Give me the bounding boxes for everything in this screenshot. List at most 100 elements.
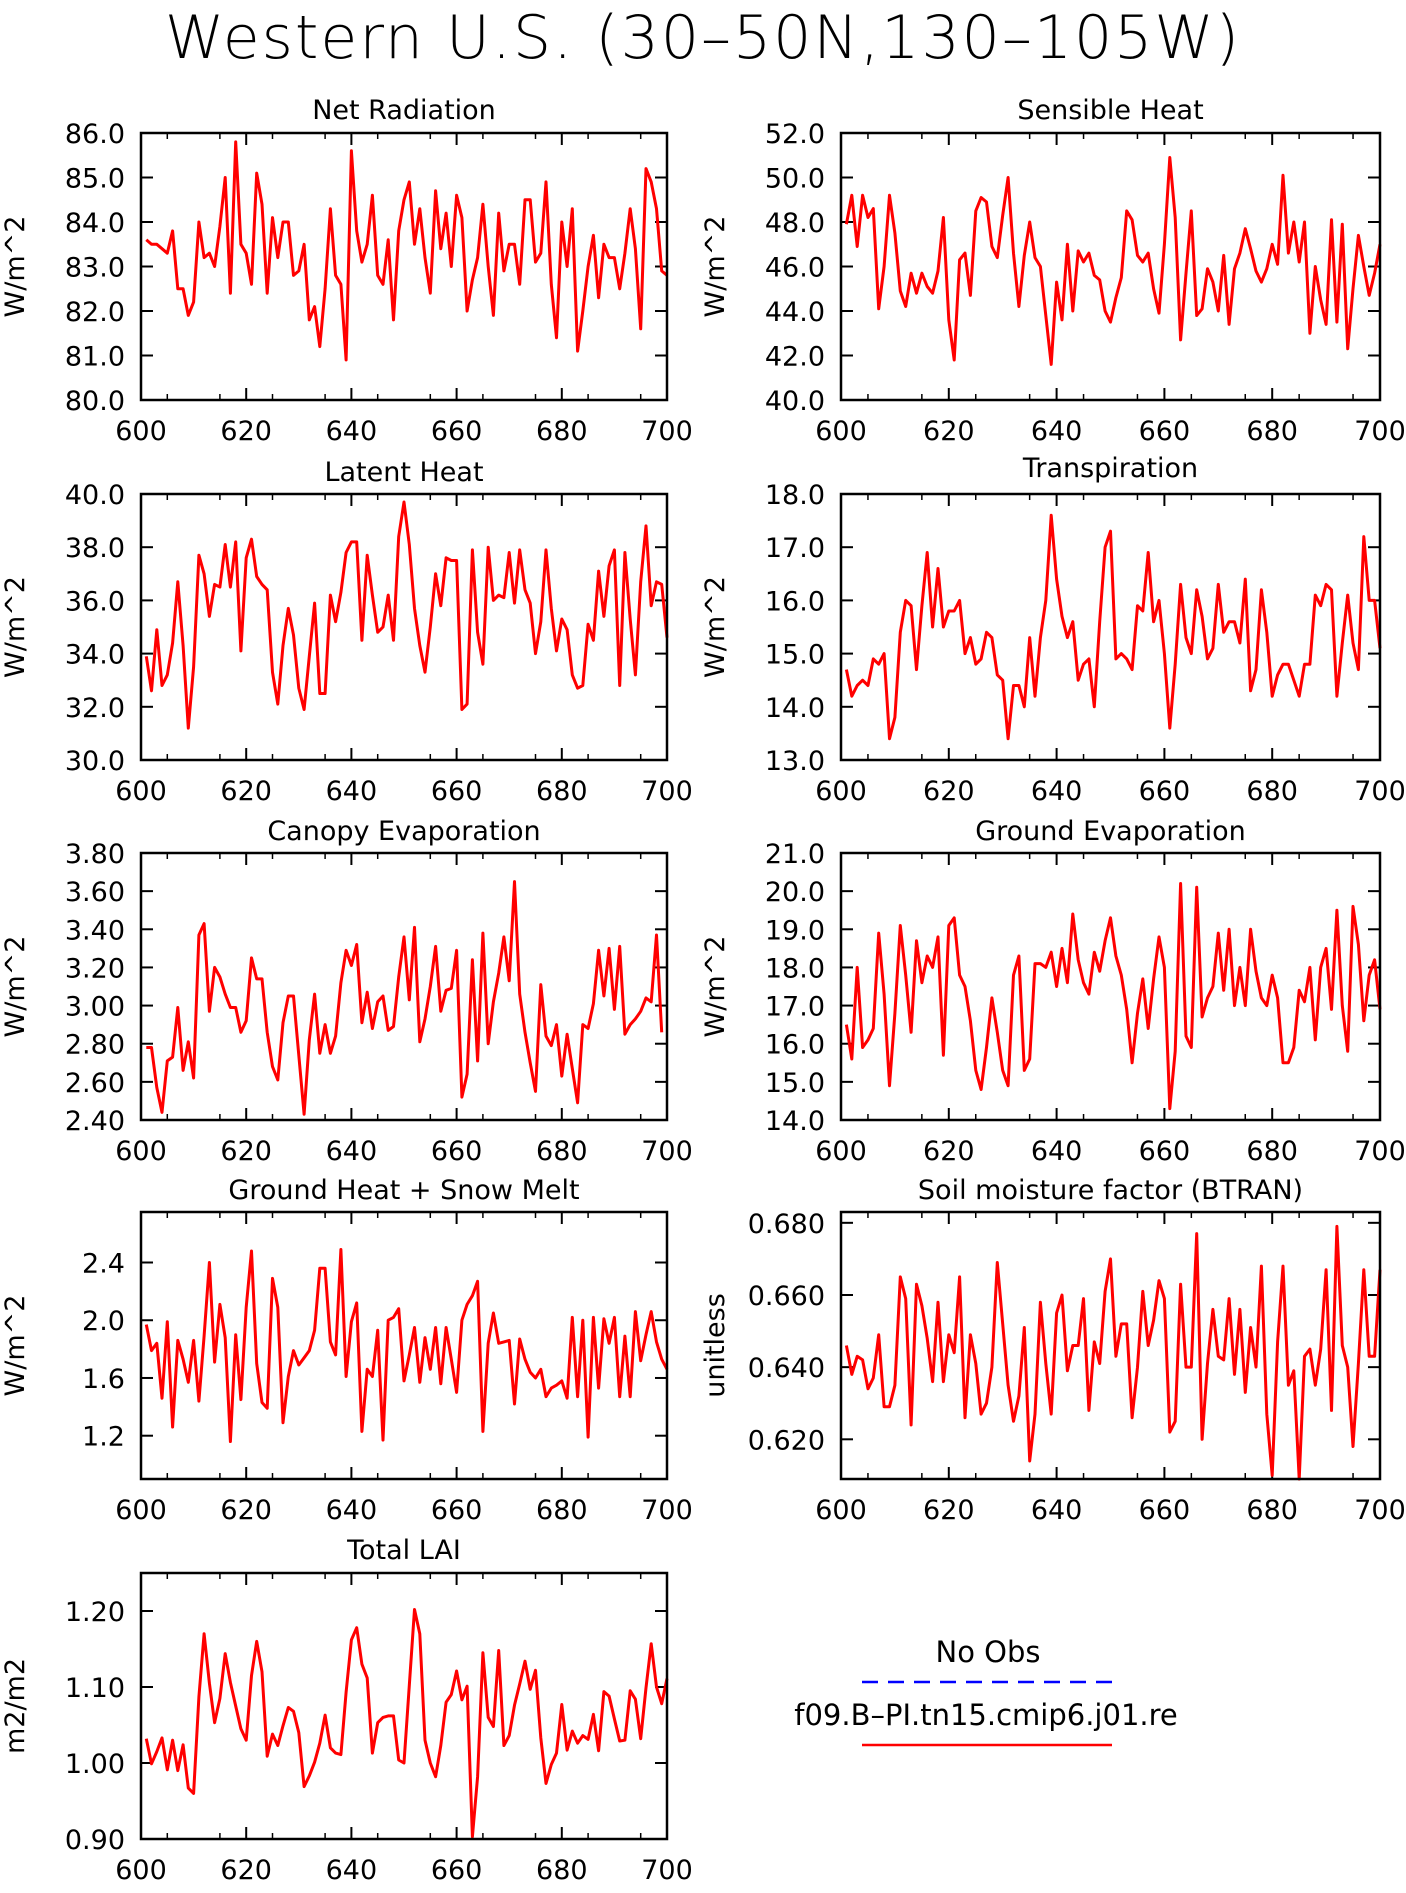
- x-tick-label: 640: [326, 1855, 378, 1886]
- x-tick-label: 620: [923, 776, 975, 807]
- y-axis-label: W/m^2: [700, 216, 731, 318]
- x-tick-label: 600: [115, 1495, 167, 1526]
- y-axis-label: W/m^2: [0, 576, 31, 678]
- x-tick-label: 680: [1246, 1136, 1298, 1167]
- x-tick-label: 620: [220, 1855, 272, 1886]
- x-tick-label: 600: [815, 1136, 867, 1167]
- chart-title: Latent Heat: [324, 457, 483, 488]
- y-tick-label: 15.0: [765, 1068, 825, 1099]
- chart-ground-heat-snow-melt: Ground Heat + Snow Melt W/m^2 600 620 640 660…: [0, 1175, 693, 1526]
- y-tick-label: 20.0: [765, 877, 825, 908]
- x-tick-label: 700: [1354, 416, 1406, 447]
- x-tick-label: 600: [815, 1495, 867, 1526]
- plot-frame: [839, 851, 1382, 1122]
- chart-soil-moisture-factor-btran: Soil moisture factor (BTRAN) unitless 600 6…: [700, 1175, 1406, 1526]
- y-tick-label: 1.20: [65, 1597, 125, 1628]
- y-tick-label: 44.0: [765, 297, 825, 328]
- y-tick-label: 85.0: [65, 164, 125, 195]
- y-tick-label: 18.0: [765, 953, 825, 984]
- chart-title: Ground Evaporation: [975, 816, 1246, 847]
- x-tick-label: 620: [220, 416, 272, 447]
- y-tick-label: 3.20: [65, 953, 125, 984]
- x-tick-label: 620: [220, 1495, 272, 1526]
- chart-title: Sensible Heat: [1017, 95, 1203, 126]
- chart-title: Total LAI: [346, 1535, 461, 1566]
- y-tick-label: 0.620: [748, 1425, 825, 1456]
- x-tick-label: 640: [326, 1136, 378, 1167]
- legend-model-label: f09.B–PI.tn15.cmip6.j01.re: [794, 1698, 1178, 1732]
- y-tick-label: 21.0: [765, 839, 825, 870]
- y-tick-label: 0.660: [748, 1281, 825, 1312]
- chart-net-radiation: Net Radiation W/m^2 600 620 640 660 680 700 80.0…: [0, 95, 693, 447]
- y-tick-label: 50.0: [765, 164, 825, 195]
- y-tick-label: 81.0: [65, 342, 125, 373]
- y-tick-label: 84.0: [65, 208, 125, 239]
- y-tick-label: 1.2: [82, 1422, 125, 1453]
- chart-title: Ground Heat + Snow Melt: [228, 1175, 579, 1206]
- y-tick-label: 46.0: [765, 253, 825, 284]
- y-tick-label: 82.0: [65, 297, 125, 328]
- x-tick-label: 680: [536, 776, 588, 807]
- x-tick-label: 680: [1246, 776, 1298, 807]
- x-tick-label: 600: [815, 416, 867, 447]
- y-tick-label: 40.0: [65, 480, 125, 511]
- x-tick-label: 660: [1139, 1136, 1191, 1167]
- x-tick-label: 700: [641, 776, 693, 807]
- x-tick-label: 620: [923, 416, 975, 447]
- page-title: Western U.S. (30–50N,130–105W): [164, 3, 1242, 73]
- y-tick-label: 34.0: [65, 640, 125, 671]
- legend-obs-label: No Obs: [936, 1635, 1041, 1669]
- chart-panels: Net Radiation W/m^2 600 620 640 660 680 700 80.0…: [0, 95, 1406, 1886]
- legend: No Obs f09.B–PI.tn15.cmip6.j01.re: [794, 1635, 1178, 1747]
- x-tick-label: 660: [431, 416, 483, 447]
- y-tick-label: 17.0: [765, 992, 825, 1023]
- y-tick-label: 1.6: [82, 1364, 125, 1395]
- y-tick-label: 42.0: [765, 342, 825, 373]
- y-tick-label: 17.0: [765, 533, 825, 564]
- y-tick-label: 3.80: [65, 839, 125, 870]
- y-tick-label: 83.0: [65, 253, 125, 284]
- plot-frame: [139, 1571, 669, 1841]
- x-tick-label: 680: [1246, 416, 1298, 447]
- plot-frame: [139, 131, 669, 402]
- y-tick-label: 16.0: [765, 1030, 825, 1061]
- series-line: [844, 156, 1382, 366]
- y-tick-label: 38.0: [65, 533, 125, 564]
- x-tick-label: 680: [536, 1855, 588, 1886]
- y-tick-label: 48.0: [765, 208, 825, 239]
- y-tick-label: 2.80: [65, 1030, 125, 1061]
- x-tick-label: 640: [326, 416, 378, 447]
- y-tick-label: 18.0: [765, 480, 825, 511]
- y-tick-label: 52.0: [765, 119, 825, 150]
- plot-frame: [839, 131, 1382, 402]
- series-line: [844, 513, 1382, 741]
- x-tick-label: 660: [431, 1495, 483, 1526]
- y-tick-label: 0.640: [748, 1353, 825, 1384]
- y-tick-label: 32.0: [65, 693, 125, 724]
- x-tick-label: 700: [641, 1136, 693, 1167]
- y-tick-label: 86.0: [65, 119, 125, 150]
- y-axis-label: W/m^2: [0, 1295, 31, 1397]
- x-tick-label: 620: [220, 776, 272, 807]
- x-tick-label: 660: [431, 776, 483, 807]
- x-tick-label: 640: [1031, 416, 1083, 447]
- x-tick-label: 700: [1354, 1136, 1406, 1167]
- y-tick-label: 0.90: [65, 1825, 125, 1856]
- x-tick-label: 680: [536, 416, 588, 447]
- x-tick-label: 680: [536, 1136, 588, 1167]
- y-tick-label: 1.10: [65, 1673, 125, 1704]
- y-tick-label: 1.00: [65, 1749, 125, 1780]
- y-tick-label: 14.0: [765, 1106, 825, 1137]
- x-tick-label: 680: [1246, 1495, 1298, 1526]
- y-tick-label: 30.0: [65, 746, 125, 777]
- x-tick-label: 600: [815, 776, 867, 807]
- y-tick-label: 16.0: [765, 586, 825, 617]
- y-tick-label: 3.40: [65, 915, 125, 946]
- x-tick-label: 660: [431, 1855, 483, 1886]
- series-line: [146, 880, 664, 1116]
- y-tick-label: 13.0: [765, 746, 825, 777]
- x-tick-label: 700: [641, 416, 693, 447]
- x-tick-label: 700: [1354, 776, 1406, 807]
- x-tick-label: 640: [1031, 1136, 1083, 1167]
